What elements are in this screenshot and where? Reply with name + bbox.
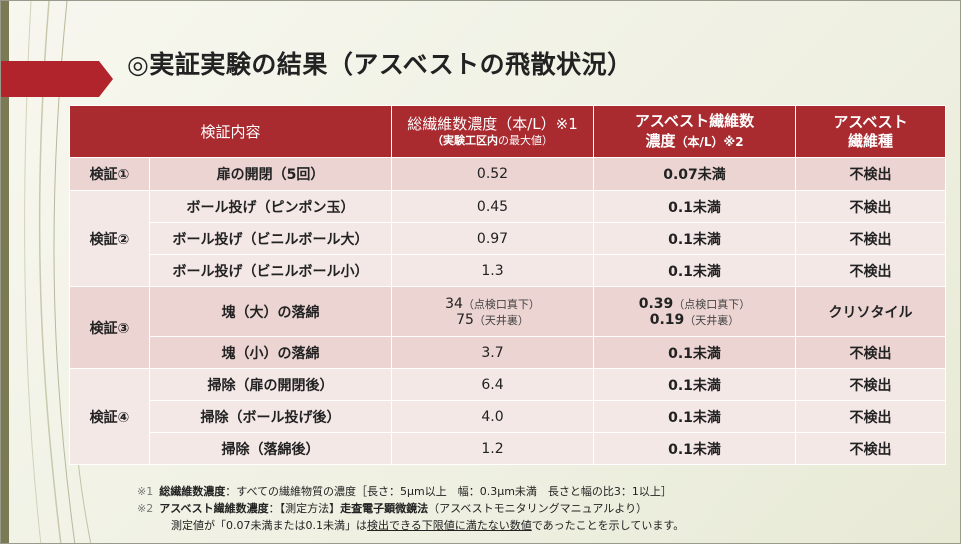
table-row: 検証① 扉の開閉（5回） 0.52 0.07未満 不検出 — [69, 157, 947, 191]
method-cell: 塊（大）の落綿 — [148, 286, 393, 337]
asbestos-fiber-cell: 0.1未満 — [593, 368, 797, 401]
total-fiber-cell: 6.4 — [391, 368, 595, 401]
asbestos-fiber-cell: 0.1未満 — [593, 190, 797, 223]
method-cell: 塊（小）の落綿 — [148, 336, 393, 369]
asbestos-fiber-cell: 0.39（点検口真下） 0.19（天井裏） — [593, 286, 797, 337]
asbestos-type-cell: 不検出 — [795, 190, 947, 223]
header-total-fiber: 総繊維数濃度（本/L）※1 （実験工区内の最大値） — [391, 105, 595, 158]
total-fiber-cell: 0.52 — [391, 157, 595, 191]
asbestos-type-cell: 不検出 — [795, 400, 947, 433]
group-label: 検証② — [69, 190, 150, 287]
method-cell: ボール投げ（ピンポン玉） — [148, 190, 393, 223]
method-cell: 掃除（落綿後） — [148, 432, 393, 465]
asbestos-type-cell: 不検出 — [795, 432, 947, 465]
table-row: 検証③ 塊（大）の落綿 34（点検口真下） 75（天井裏） 0.39（点検口真下… — [69, 286, 947, 369]
method-cell: 掃除（扉の開閉後） — [148, 368, 393, 401]
total-fiber-cell: 3.7 — [391, 336, 595, 369]
method-cell: ボール投げ（ビニルボール小） — [148, 254, 393, 287]
asbestos-fiber-cell: 0.1未満 — [593, 400, 797, 433]
asbestos-type-cell: 不検出 — [795, 222, 947, 255]
method-cell: ボール投げ（ビニルボール大） — [148, 222, 393, 255]
table-row: ボール投げ（ビニルボール小） 1.3 0.1未満 不検出 — [70, 254, 947, 287]
table-row: 掃除（ボール投げ後） 4.0 0.1未満 不検出 — [70, 400, 947, 433]
asbestos-type-cell: クリソタイル — [795, 286, 947, 337]
asbestos-type-cell: 不検出 — [795, 368, 947, 401]
table-row: ボール投げ（ビニルボール大） 0.97 0.1未満 不検出 — [70, 222, 947, 255]
footnote-2: ※2 アスベスト繊維数濃度：【測定方法】走査電子顕微鏡法（アスベストモニタリングマ… — [137, 502, 648, 515]
method-cell: 扉の開閉（5回） — [148, 157, 393, 191]
asbestos-fiber-cell: 0.1未満 — [593, 336, 797, 369]
table-row: 検証④ 掃除（扉の開閉後） 6.4 0.1未満 不検出 — [69, 368, 947, 465]
total-fiber-cell: 0.45 — [391, 190, 595, 223]
total-fiber-cell: 0.97 — [391, 222, 595, 255]
footnotes: ※1 総繊維数濃度：すべての繊維物質の濃度［長さ：5μm以上 幅：0.3μm未満 … — [137, 483, 947, 534]
header-asbestos-fiber: アスベスト繊維数 濃度（本/L）※2 — [593, 105, 797, 158]
table-row: 検証② ボール投げ（ピンポン玉） 0.45 0.1未満 不検出 — [69, 190, 947, 287]
table-header-row: 検証内容 総繊維数濃度（本/L）※1 （実験工区内の最大値） アスベスト繊維数 … — [68, 105, 947, 158]
total-fiber-cell: 4.0 — [391, 400, 595, 433]
asbestos-type-cell: 不検出 — [795, 336, 947, 369]
method-cell: 掃除（ボール投げ後） — [148, 400, 393, 433]
group-label: 検証① — [69, 157, 150, 191]
asbestos-fiber-cell: 0.1未満 — [593, 222, 797, 255]
page-title: ◎実証実験の結果（アスベストの飛散状況） — [127, 50, 633, 79]
total-fiber-cell: 1.3 — [391, 254, 595, 287]
group-label: 検証④ — [69, 368, 150, 465]
title-accent-tab — [1, 61, 113, 97]
asbestos-type-cell: 不検出 — [795, 157, 947, 191]
group-label: 検証③ — [69, 286, 150, 369]
header-asbestos-type: アスベスト 繊維種 — [795, 105, 947, 158]
header-method: 検証内容 — [68, 105, 393, 158]
asbestos-fiber-cell: 0.1未満 — [593, 432, 797, 465]
table-row: 掃除（落綿後） 1.2 0.1未満 不検出 — [70, 432, 947, 465]
total-fiber-cell: 34（点検口真下） 75（天井裏） — [391, 286, 595, 337]
results-table: 検証内容 総繊維数濃度（本/L）※1 （実験工区内の最大値） アスベスト繊維数 … — [68, 105, 947, 465]
asbestos-fiber-cell: 0.07未満 — [593, 157, 797, 191]
table-row: 塊（小）の落綿 3.7 0.1未満 不検出 — [70, 336, 947, 369]
total-fiber-cell: 1.2 — [391, 432, 595, 465]
footnote-1: ※1 総繊維数濃度：すべての繊維物質の濃度［長さ：5μm以上 幅：0.3μm未満 … — [137, 485, 672, 498]
asbestos-fiber-cell: 0.1未満 — [593, 254, 797, 287]
asbestos-type-cell: 不検出 — [795, 254, 947, 287]
footnote-3: 測定値が「0.07未満または0.1未満」は検出できる下限値に満たない数値であった… — [171, 519, 685, 532]
